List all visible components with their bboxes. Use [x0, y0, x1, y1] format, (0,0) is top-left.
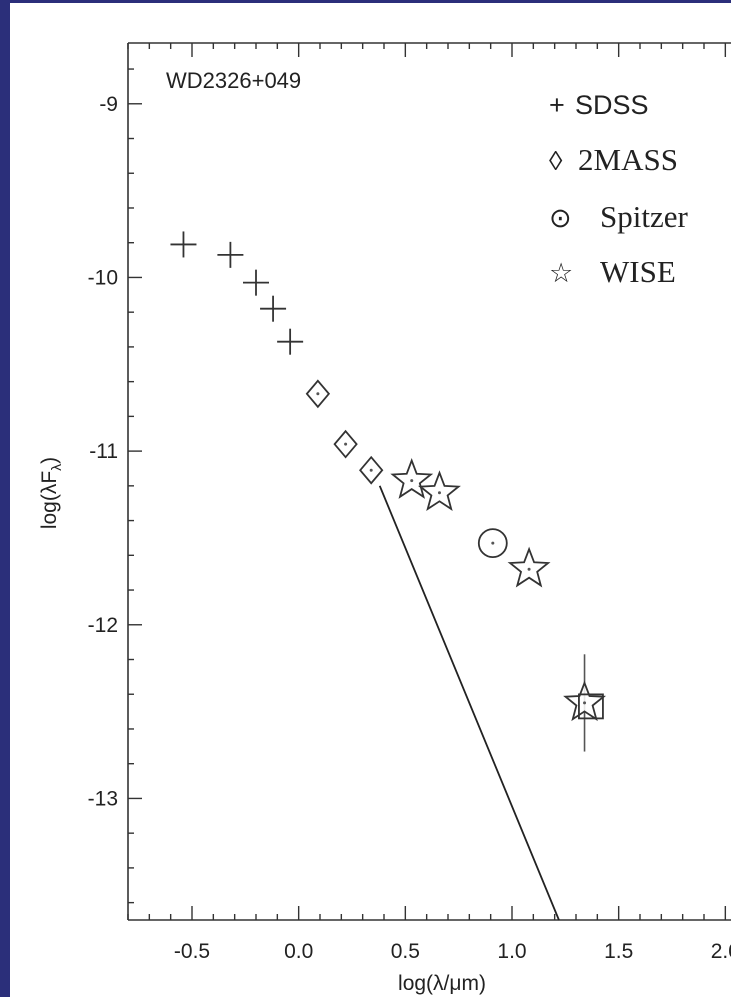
y-tick-label: -10: [88, 266, 118, 289]
x-tick-label: 0.0: [284, 940, 313, 963]
legend-label-wise: WISE: [600, 254, 676, 289]
y-tick-label: -12: [88, 614, 118, 637]
y-tick-label: -13: [88, 787, 118, 810]
x-tick-label: 1.0: [497, 940, 526, 963]
legend-symbol-spitzer: ⊙: [549, 203, 572, 233]
sdss-point: [277, 329, 303, 355]
legend-label-spitzer: Spitzer: [600, 199, 688, 234]
y-tick-label: -11: [89, 440, 118, 463]
diamond-center: [344, 443, 347, 446]
spitzer-point: [479, 529, 507, 557]
model-line: [380, 486, 559, 920]
wise-point: [510, 549, 548, 585]
model-photosphere-line: [380, 486, 559, 920]
legend: + SDSS ◊ 2MASS ⊙ Spitzer ☆ WISE: [549, 90, 688, 289]
star-shape: [510, 549, 548, 585]
legend-label-2mass: 2MASS: [578, 142, 678, 177]
y-axis-label-subscript: λ: [48, 464, 64, 471]
legend-symbol-sdss: +: [549, 90, 565, 120]
slide-border-top: [0, 0, 731, 3]
x-tick-label: 1.5: [604, 940, 633, 963]
circle-center: [491, 542, 494, 545]
x-tick-label: -0.5: [174, 940, 210, 963]
target-name-label: WD2326+049: [166, 68, 301, 93]
legend-symbol-2mass: ◊: [549, 146, 563, 176]
star-center: [410, 479, 413, 482]
2mass-point: [335, 431, 357, 457]
legend-label-sdss: SDSS: [575, 90, 649, 120]
y-tick-label: -9: [99, 93, 118, 116]
slide-border-left: [0, 0, 10, 997]
sdss-point: [260, 296, 286, 322]
sdss-point: [170, 231, 196, 257]
x-axis-label: log(λ/μm): [398, 972, 486, 995]
sdss-point: [243, 270, 269, 296]
diamond-center: [370, 469, 373, 472]
y-axis-label: log(λFλ): [38, 457, 64, 529]
y-axis-label-close: ): [38, 457, 61, 464]
y-axis-label-main: log(λF: [38, 471, 61, 529]
legend-symbol-wise: ☆: [549, 258, 573, 288]
x-tick-label: 0.5: [391, 940, 420, 963]
diamond-center: [316, 392, 319, 395]
star-center: [528, 568, 531, 571]
2mass-point: [307, 381, 329, 407]
sdss-point: [217, 242, 243, 268]
2mass-point: [360, 457, 382, 483]
star-center: [583, 701, 586, 704]
star-center: [438, 491, 441, 494]
data-points: [170, 231, 603, 751]
x-tick-label: 2.0: [711, 940, 731, 963]
